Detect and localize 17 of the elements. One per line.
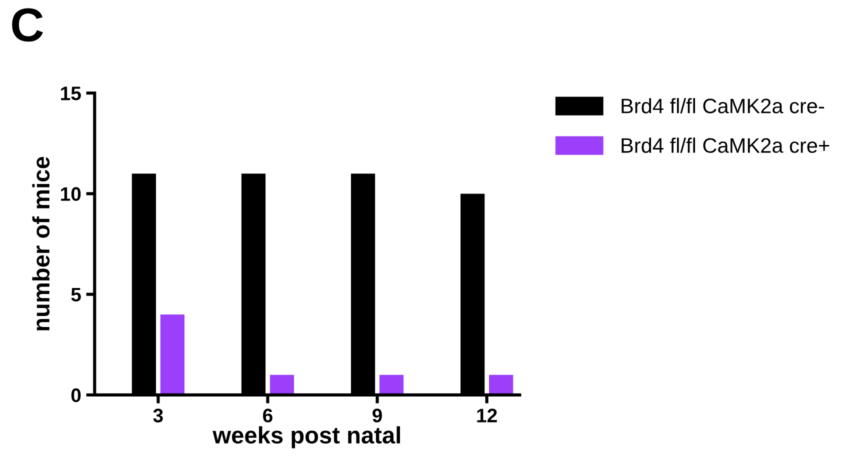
bar (379, 374, 404, 395)
x-tick-label: 9 (372, 408, 382, 422)
bar (160, 314, 184, 395)
y-tick-label: 5 (71, 288, 81, 302)
legend-label: Brd4 fl/fl CaMK2a cre+ (622, 138, 830, 153)
x-tick-label: 3 (153, 408, 163, 422)
y-tick-label: 0 (71, 388, 81, 402)
bar (270, 374, 294, 395)
x-axis-title: weeks post natal (212, 426, 400, 448)
chart-title: C (12, 8, 43, 42)
y-tick-label: 10 (61, 187, 81, 201)
bar (489, 374, 514, 395)
y-axis-title: number of mice (32, 156, 50, 330)
x-tick-label: 12 (477, 408, 497, 422)
legend-label: Brd4 fl/fl CaMK2a cre- (622, 98, 824, 114)
y-tick-label: 15 (61, 86, 81, 100)
x-tick-label: 6 (263, 408, 272, 422)
